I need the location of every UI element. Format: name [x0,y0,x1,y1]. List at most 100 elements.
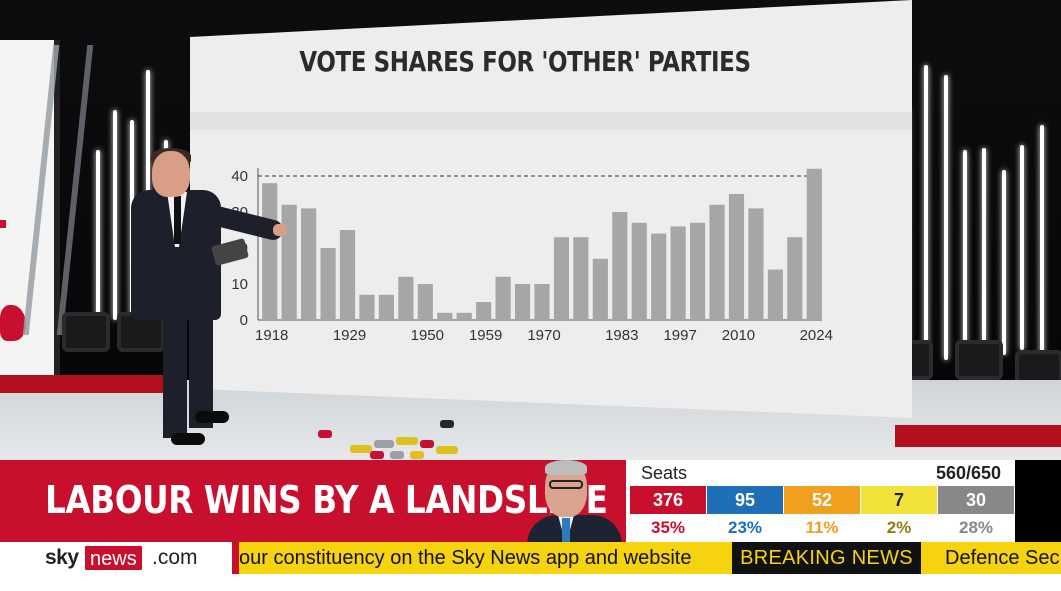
leader-portrait [527,460,626,542]
logo-sky-text: sky [45,546,79,569]
seats-label: Seats [641,463,688,483]
chart-bar [573,237,589,320]
chart-bar [592,258,608,320]
presenter-leg [163,313,187,438]
x-tick-label: 1983 [605,327,638,344]
headline-bar [0,460,626,542]
seats-panel: Seats 560/650 376 95 52 7 30 35% 23% 11%… [626,460,1015,542]
presenter [125,148,287,453]
chart-bar [670,226,686,320]
x-tick-label: 1959 [469,327,502,344]
chart-bar [767,269,783,320]
y-tick-label: 40 [231,168,248,185]
ticker-divider [232,542,239,574]
party-share-libdem: 11% [784,515,860,541]
chart-bar [534,284,550,320]
floor-hex-map [436,446,458,454]
x-tick-label: 1970 [527,327,560,344]
floor-hex-map [410,451,424,459]
party-seats-libdem: 52 [784,486,860,514]
floor-hex-map [440,420,454,428]
chart-bar [612,212,628,320]
studio-light [982,148,986,358]
chart-bar [456,312,472,320]
presenter-hand [273,224,287,236]
headline: LABOUR WINS BY A LANDSLIDE [45,478,608,522]
chart-bar [495,276,511,320]
presenter-leg [189,313,213,428]
chart-bar [787,237,803,320]
party-seats-others: 30 [938,486,1014,514]
floor-hex-map [390,451,404,459]
studio-light [96,150,100,320]
floor-hex-map [350,445,372,453]
title-band [190,112,912,130]
floor-hex-map [396,437,418,445]
floor-stripe [0,375,170,393]
chart-bar [320,248,336,320]
chart-bar [514,284,531,320]
chart-bar [553,237,570,320]
news-ticker: our constituency on the Sky News app and… [239,542,1061,574]
map-fragment [0,305,26,341]
x-tick-label: 2024 [800,327,833,344]
chart-bar [378,294,394,320]
bar-chart: 0102030401918192919501959197019831997201… [231,168,833,344]
presenter-shoe [171,433,205,445]
chart-bar [806,168,822,320]
chart-bar [339,230,356,320]
stage-lamp [955,340,1003,380]
y-tick-label: 0 [240,312,248,329]
chart-bar [301,208,317,320]
seats-header: Seats 560/650 [626,460,1015,486]
chart-bar [709,204,725,320]
presenter-shoe [195,411,229,423]
party-seats-conservative: 95 [707,486,783,514]
party-seats-snp: 7 [861,486,937,514]
chart-bar [476,302,492,320]
ticker-next-text: Defence Sec [945,547,1060,569]
chart-bar [690,222,706,320]
x-tick-label: 1929 [333,327,366,344]
chart-bar [359,294,375,320]
ticker-text: our constituency on the Sky News app and… [239,547,692,569]
floor-hex-map [374,440,394,448]
chart-bar [631,222,647,320]
chart-bar [398,276,414,320]
portrait-suit [527,515,622,542]
studio-light [1020,145,1024,350]
breaking-news-label: BREAKING NEWS [732,542,921,574]
floor-hex-map [370,451,384,459]
logo-news-text: news [84,545,143,571]
x-tick-label: 1997 [663,327,696,344]
stage-lamp [62,312,110,352]
x-tick-label: 1950 [411,327,444,344]
chart-bar [728,194,745,320]
seats-declared-total: 560/650 [936,463,1002,483]
studio-light [944,75,948,360]
studio-light [963,150,967,365]
studio-light [1002,170,1006,355]
studio-light [924,65,928,355]
party-share-labour: 35% [630,515,706,541]
party-share-conservative: 23% [707,515,783,541]
presenter-head [152,151,190,197]
y-tick-label: 10 [231,276,248,293]
side-screen [0,40,60,375]
bottom-strip [0,574,1061,591]
studio-light [1040,125,1044,355]
party-share-others: 28% [938,515,1014,541]
floor-hex-map [420,440,434,448]
x-tick-label: 1918 [255,327,288,344]
map-fragment [0,220,6,228]
floor-hex-map [318,430,332,438]
chart-title: VOTE SHARES FOR 'OTHER' PARTIES [299,45,751,78]
party-seats-labour: 376 [630,486,706,514]
chart-bar [417,284,433,320]
x-tick-label: 2010 [722,327,755,344]
portrait-tie [562,518,570,542]
chart-bar [651,233,667,320]
studio-light [113,110,117,320]
portrait-glasses [549,480,583,489]
party-share-snp: 2% [861,515,937,541]
